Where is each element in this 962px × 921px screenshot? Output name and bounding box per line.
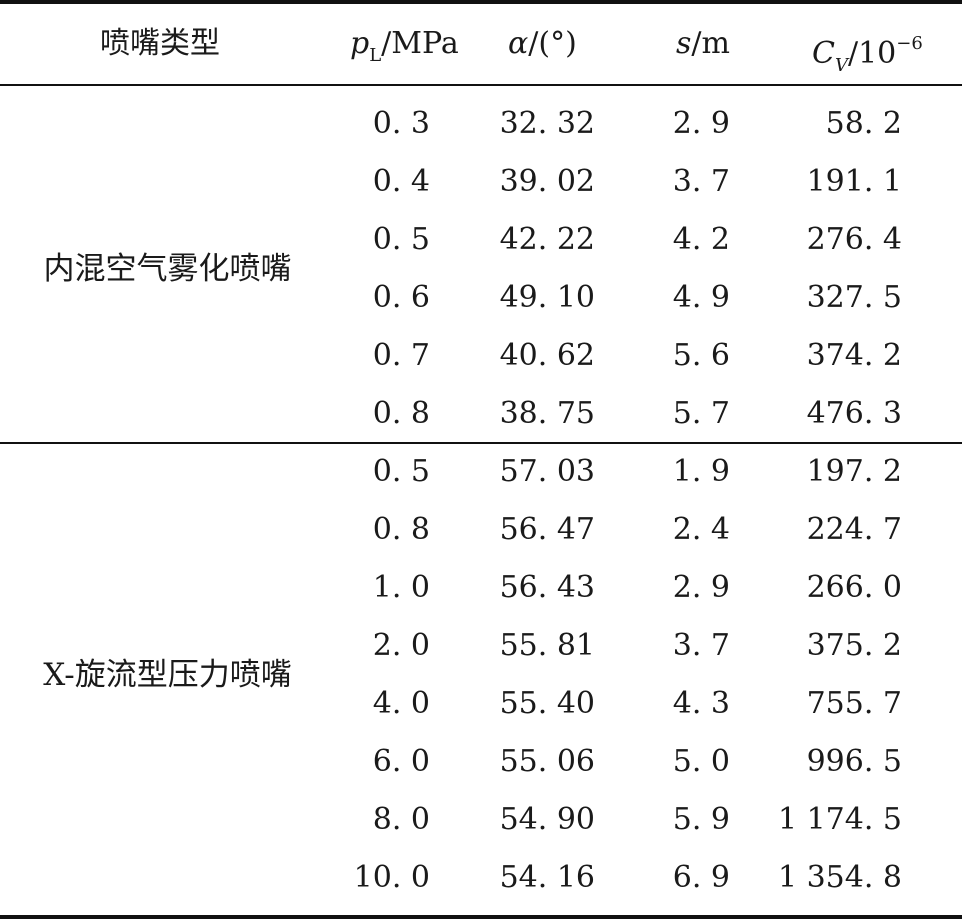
header-spray-angle: α/(°) <box>508 26 577 61</box>
pressure-cell: 1. 0 <box>372 570 430 605</box>
pressure-cell: 2. 0 <box>372 628 430 663</box>
distance-cell: 2. 9 <box>672 106 730 141</box>
angle-cell: 54. 90 <box>499 802 595 837</box>
distance-cell: 3. 7 <box>672 164 730 199</box>
angle-cell: 56. 43 <box>499 570 595 605</box>
header-spray-distance: s/m <box>676 26 730 61</box>
pressure-cell: 0. 4 <box>372 164 430 199</box>
header-rule <box>0 84 962 86</box>
distance-cell: 5. 6 <box>672 338 730 373</box>
angle-cell: 40. 62 <box>499 338 595 373</box>
angle-cell: 57. 03 <box>499 454 595 489</box>
angle-cell: 49. 10 <box>499 280 595 315</box>
pressure-cell: 0. 5 <box>372 222 430 257</box>
concentration-cell: 996. 5 <box>806 744 902 779</box>
concentration-cell: 58. 2 <box>825 106 902 141</box>
distance-cell: 4. 9 <box>672 280 730 315</box>
group-divider-rule <box>0 442 962 444</box>
distance-cell: 6. 9 <box>672 860 730 895</box>
angle-cell: 39. 02 <box>499 164 595 199</box>
pressure-cell: 0. 6 <box>372 280 430 315</box>
header-pressure: pL/MPa <box>350 26 459 66</box>
angle-cell: 55. 06 <box>499 744 595 779</box>
pressure-cell: 6. 0 <box>372 744 430 779</box>
pressure-cell: 0. 8 <box>372 512 430 547</box>
concentration-cell: 191. 1 <box>806 164 902 199</box>
header-nozzle-type: 喷嘴类型 <box>100 26 220 61</box>
distance-cell: 5. 9 <box>672 802 730 837</box>
distance-cell: 5. 7 <box>672 396 730 431</box>
distance-cell: 2. 9 <box>672 570 730 605</box>
pressure-cell: 0. 5 <box>372 454 430 489</box>
distance-cell: 3. 7 <box>672 628 730 663</box>
pressure-cell: 8. 0 <box>372 802 430 837</box>
concentration-cell: 1 354. 8 <box>777 860 902 895</box>
pressure-cell: 0. 8 <box>372 396 430 431</box>
concentration-cell: 197. 2 <box>806 454 902 489</box>
concentration-cell: 224. 7 <box>806 512 902 547</box>
concentration-cell: 755. 7 <box>806 686 902 721</box>
angle-cell: 32. 32 <box>499 106 595 141</box>
angle-cell: 55. 40 <box>499 686 595 721</box>
concentration-cell: 375. 2 <box>806 628 902 663</box>
concentration-cell: 374. 2 <box>806 338 902 373</box>
angle-cell: 42. 22 <box>499 222 595 257</box>
pressure-cell: 0. 3 <box>372 106 430 141</box>
angle-cell: 38. 75 <box>499 396 595 431</box>
bottom-rule <box>0 915 962 919</box>
distance-cell: 2. 4 <box>672 512 730 547</box>
top-rule <box>0 0 962 4</box>
concentration-cell: 266. 0 <box>806 570 902 605</box>
concentration-cell: 327. 5 <box>806 280 902 315</box>
pressure-cell: 10. 0 <box>353 860 430 895</box>
angle-cell: 54. 16 <box>499 860 595 895</box>
pressure-cell: 4. 0 <box>372 686 430 721</box>
concentration-cell: 276. 4 <box>806 222 902 257</box>
distance-cell: 4. 3 <box>672 686 730 721</box>
concentration-cell: 1 174. 5 <box>777 802 902 837</box>
distance-cell: 5. 0 <box>672 744 730 779</box>
angle-cell: 56. 47 <box>499 512 595 547</box>
pressure-cell: 0. 7 <box>372 338 430 373</box>
angle-cell: 55. 81 <box>499 628 595 663</box>
distance-cell: 4. 2 <box>672 222 730 257</box>
distance-cell: 1. 9 <box>672 454 730 489</box>
header-concentration: CV/10−6 <box>812 33 923 76</box>
nozzle-type-label: 内混空气雾化喷嘴 <box>43 251 292 287</box>
nozzle-type-label: X-旋流型压力喷嘴 <box>43 657 292 693</box>
concentration-cell: 476. 3 <box>806 396 902 431</box>
